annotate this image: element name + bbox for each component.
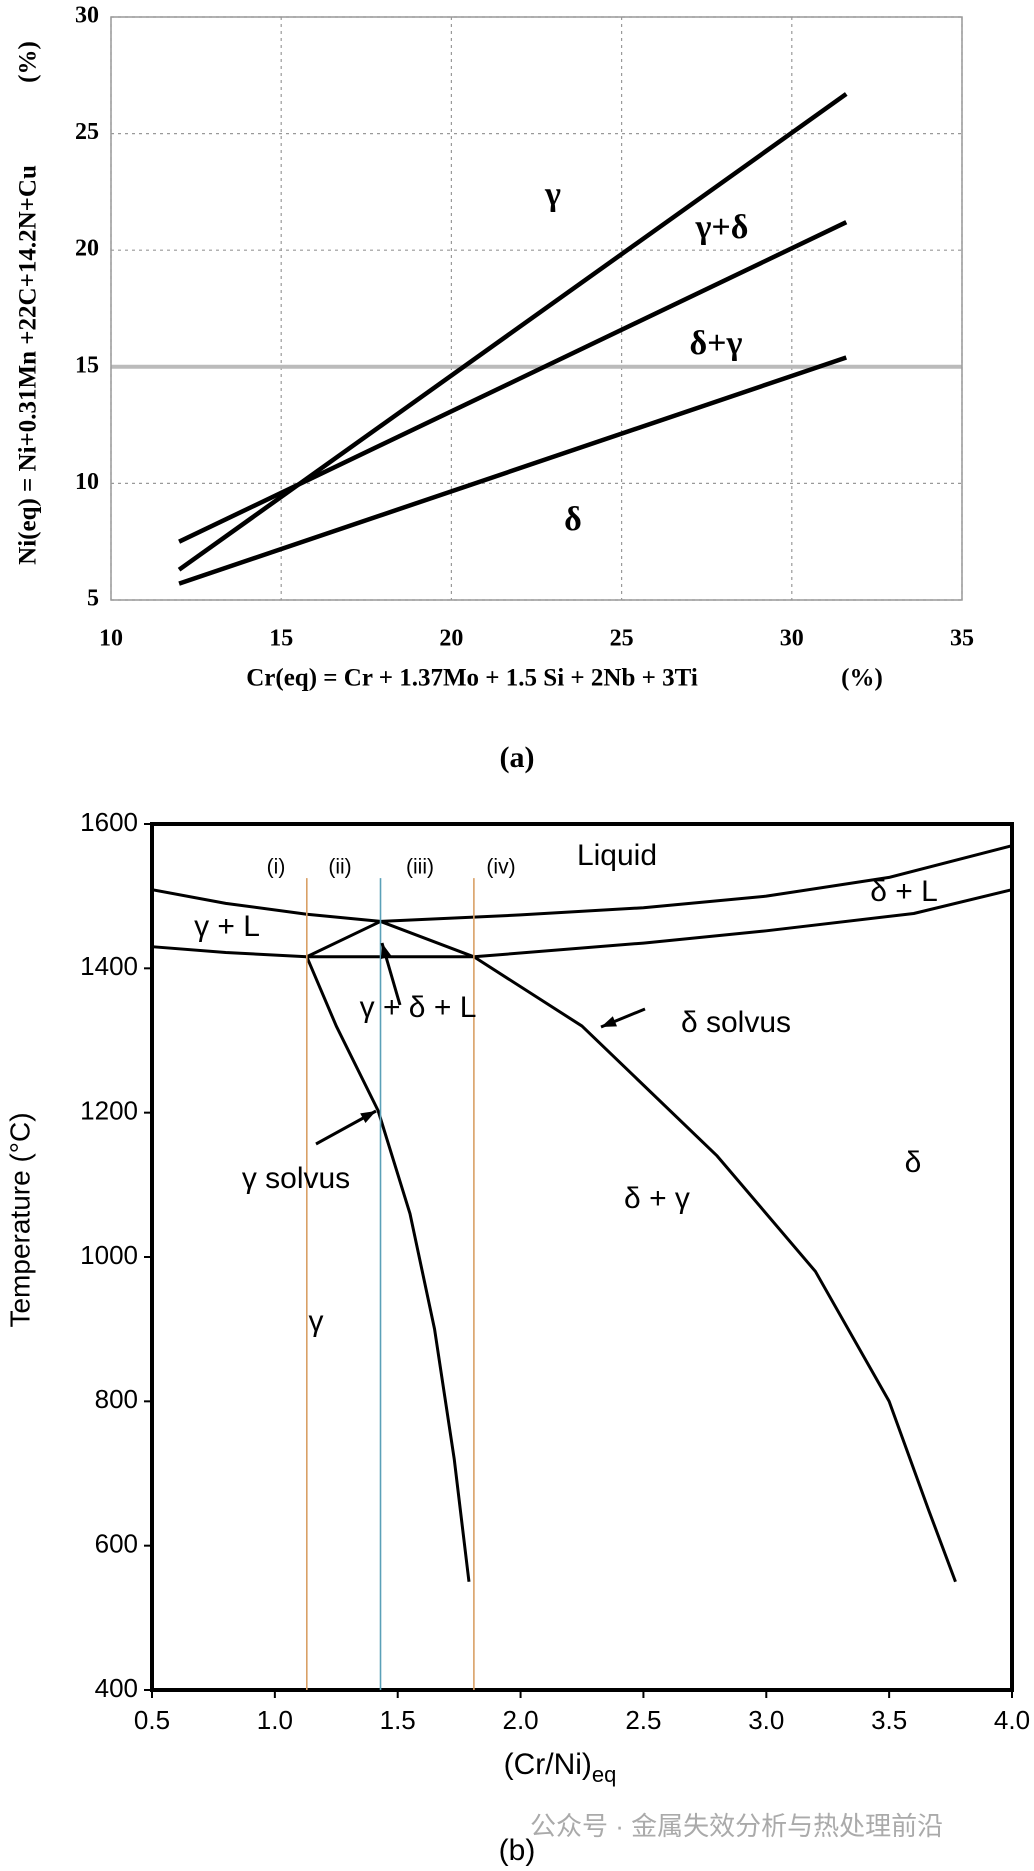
- x-tick-label: 25: [610, 626, 634, 652]
- x-tick-label: 1.0: [257, 1705, 293, 1735]
- annotation: γ+δ: [695, 209, 749, 246]
- x-tick-label: 30: [780, 626, 804, 652]
- series-line: [473, 955, 957, 1583]
- annotation: (i): [267, 856, 286, 879]
- annotation: (iii): [406, 856, 434, 879]
- caption: (a): [500, 741, 535, 774]
- arrow-head: [360, 1111, 376, 1124]
- annotation: δ+γ: [690, 325, 743, 362]
- y-tick-label: 15: [75, 352, 99, 378]
- plot-frame: [110, 16, 963, 601]
- y-tick-label: 20: [75, 236, 99, 262]
- arrow-head: [380, 943, 392, 959]
- x-tick-label: 0.5: [134, 1705, 170, 1735]
- annotation: (iv): [486, 856, 515, 879]
- annotation: γ + L: [194, 910, 260, 943]
- y-axis-unit: (%): [15, 41, 42, 83]
- caption: (b): [499, 1834, 536, 1867]
- y-tick-label: 1000: [80, 1240, 138, 1270]
- x-tick-label: 10: [99, 626, 123, 652]
- annotation: γ: [309, 1305, 324, 1338]
- annotation: γ: [544, 176, 561, 213]
- annotation: γ solvus: [242, 1162, 350, 1195]
- x-tick-label: 15: [269, 626, 293, 652]
- y-axis-label: Temperature (°C): [4, 1112, 35, 1327]
- y-tick-label: 10: [75, 469, 99, 495]
- y-tick-label: 25: [75, 119, 99, 145]
- x-tick-label: 4.0: [994, 1705, 1030, 1735]
- x-tick-label: 2.5: [625, 1705, 661, 1735]
- y-tick-label: 1600: [80, 807, 138, 837]
- annotation: δ + γ: [624, 1182, 690, 1215]
- y-tick-label: 30: [75, 3, 99, 29]
- y-axis-label: Ni(eq) = Ni+0.31Mn +22C+14.2N+Cu: [15, 165, 42, 565]
- series-line: [178, 355, 847, 586]
- y-tick-label: 400: [95, 1673, 138, 1703]
- y-tick-label: 1200: [80, 1096, 138, 1126]
- arrow-head: [601, 1016, 617, 1027]
- watermark: 公众号 · 金属失效分析与热处理前沿: [530, 1811, 943, 1841]
- y-tick-label: 600: [95, 1529, 138, 1559]
- annotation: δ + L: [870, 875, 938, 908]
- y-tick-label: 800: [95, 1384, 138, 1414]
- series-line: [305, 956, 471, 1582]
- series-line: [178, 220, 848, 544]
- x-tick-label: 3.5: [871, 1705, 907, 1735]
- plot-frame: [150, 822, 1014, 1692]
- x-tick-label: 1.5: [380, 1705, 416, 1735]
- x-axis-label: (Cr/Ni)eq: [504, 1748, 617, 1787]
- y-tick-label: 5: [87, 586, 99, 612]
- x-axis-label-main: (Cr/Ni): [504, 1748, 592, 1781]
- series-line: [151, 888, 381, 923]
- annotation: (ii): [328, 856, 351, 879]
- annotation: δ: [564, 501, 582, 538]
- series-line: [473, 888, 1013, 959]
- x-tick-label: 2.0: [502, 1705, 538, 1735]
- x-tick-label: 20: [439, 626, 463, 652]
- x-axis-label: Cr(eq) = Cr + 1.37Mo + 1.5 Si + 2Nb + 3T…: [246, 665, 698, 692]
- annotation: γ + δ + L: [360, 991, 477, 1024]
- annotation: δ solvus: [681, 1006, 791, 1039]
- annotation: δ: [905, 1146, 922, 1179]
- y-tick-label: 1400: [80, 951, 138, 981]
- series-line: [151, 945, 307, 959]
- x-tick-label: 3.0: [748, 1705, 784, 1735]
- x-tick-label: 35: [950, 626, 974, 652]
- series-line: [177, 92, 848, 572]
- x-axis-unit: (%): [841, 665, 883, 692]
- x-axis-label-sub: eq: [592, 1762, 616, 1787]
- series-line: [380, 844, 1013, 923]
- series-line: [306, 919, 475, 959]
- annotation: Liquid: [577, 839, 657, 872]
- chart-b: 0.5 1.0 1.5 2.0 2.5 3.0 3.5 4.0 400 600 800 1000 120…: [4, 807, 1030, 1867]
